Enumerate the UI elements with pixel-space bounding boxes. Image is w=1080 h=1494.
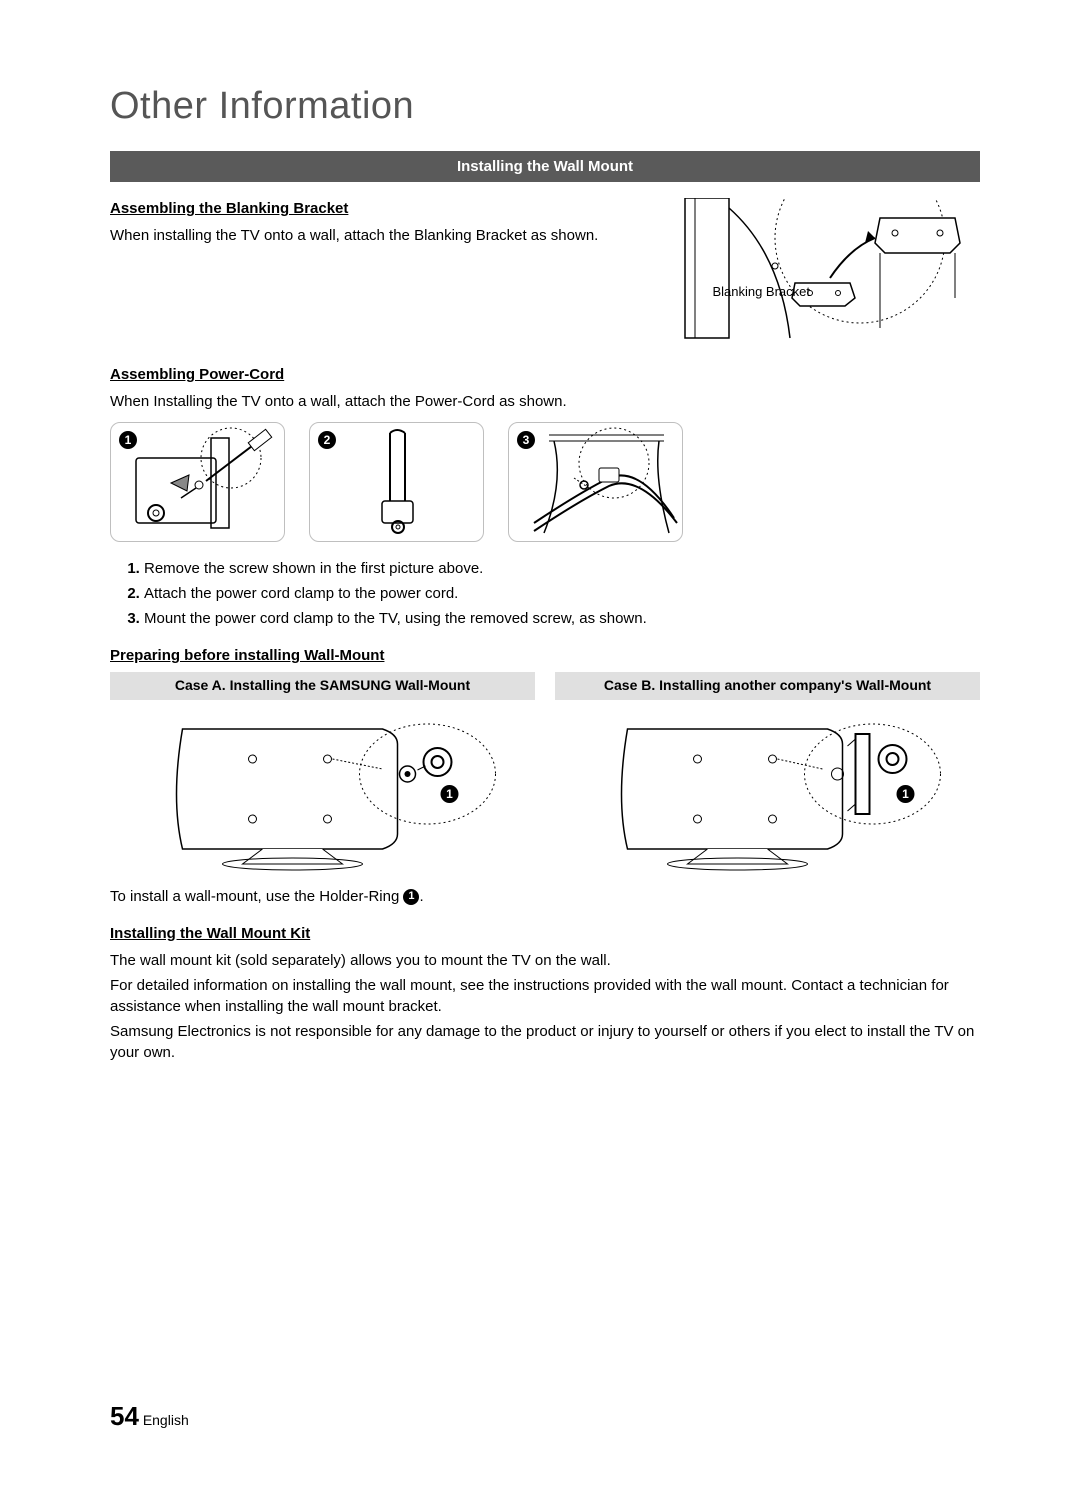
svg-text:1: 1 (446, 787, 453, 801)
holder-ring-post: . (419, 888, 423, 905)
blanking-heading: Assembling the Blanking Bracket (110, 198, 660, 219)
powercord-steps-list: Remove the screw shown in the first pict… (110, 558, 980, 629)
list-item: Mount the power cord clamp to the TV, us… (144, 608, 980, 629)
holder-ring-text: To install a wall-mount, use the Holder-… (110, 886, 980, 907)
powercord-figure-3: 3 (508, 422, 683, 542)
powercord-figures-row: 1 2 3 (110, 422, 980, 542)
svg-text:1: 1 (902, 787, 909, 801)
case-b-figure: 1 (555, 704, 980, 874)
kit-para: Samsung Electronics is not responsible f… (110, 1021, 980, 1063)
kit-paragraphs: The wall mount kit (sold separately) all… (110, 950, 980, 1063)
holder-ring-badge: 1 (403, 889, 419, 905)
kit-heading: Installing the Wall Mount Kit (110, 923, 980, 944)
case-a-figure: 1 (110, 704, 535, 874)
page-footer: 54 English (110, 1398, 189, 1434)
blanking-figure-label: Blanking Bracket (712, 283, 810, 301)
powercord-figure-2: 2 (309, 422, 484, 542)
preparing-heading: Preparing before installing Wall-Mount (110, 645, 980, 666)
powercord-heading: Assembling Power-Cord (110, 364, 980, 385)
kit-para: The wall mount kit (sold separately) all… (110, 950, 980, 971)
section-bar: Installing the Wall Mount (110, 151, 980, 182)
kit-para: For detailed information on installing t… (110, 975, 980, 1017)
page-title: Other Information (110, 80, 980, 133)
case-a-header: Case A. Installing the SAMSUNG Wall-Moun… (110, 672, 535, 700)
powercord-text: When Installing the TV onto a wall, atta… (110, 391, 980, 412)
page-language: English (143, 1412, 189, 1428)
powercord-figure-1: 1 (110, 422, 285, 542)
holder-ring-pre: To install a wall-mount, use the Holder-… (110, 888, 403, 905)
page-number: 54 (110, 1401, 139, 1431)
list-item: Remove the screw shown in the first pict… (144, 558, 980, 579)
blanking-text: When installing the TV onto a wall, atta… (110, 225, 660, 246)
blanking-bracket-figure: Blanking Bracket (680, 198, 980, 348)
list-item: Attach the power cord clamp to the power… (144, 583, 980, 604)
case-b-header: Case B. Installing another company's Wal… (555, 672, 980, 700)
